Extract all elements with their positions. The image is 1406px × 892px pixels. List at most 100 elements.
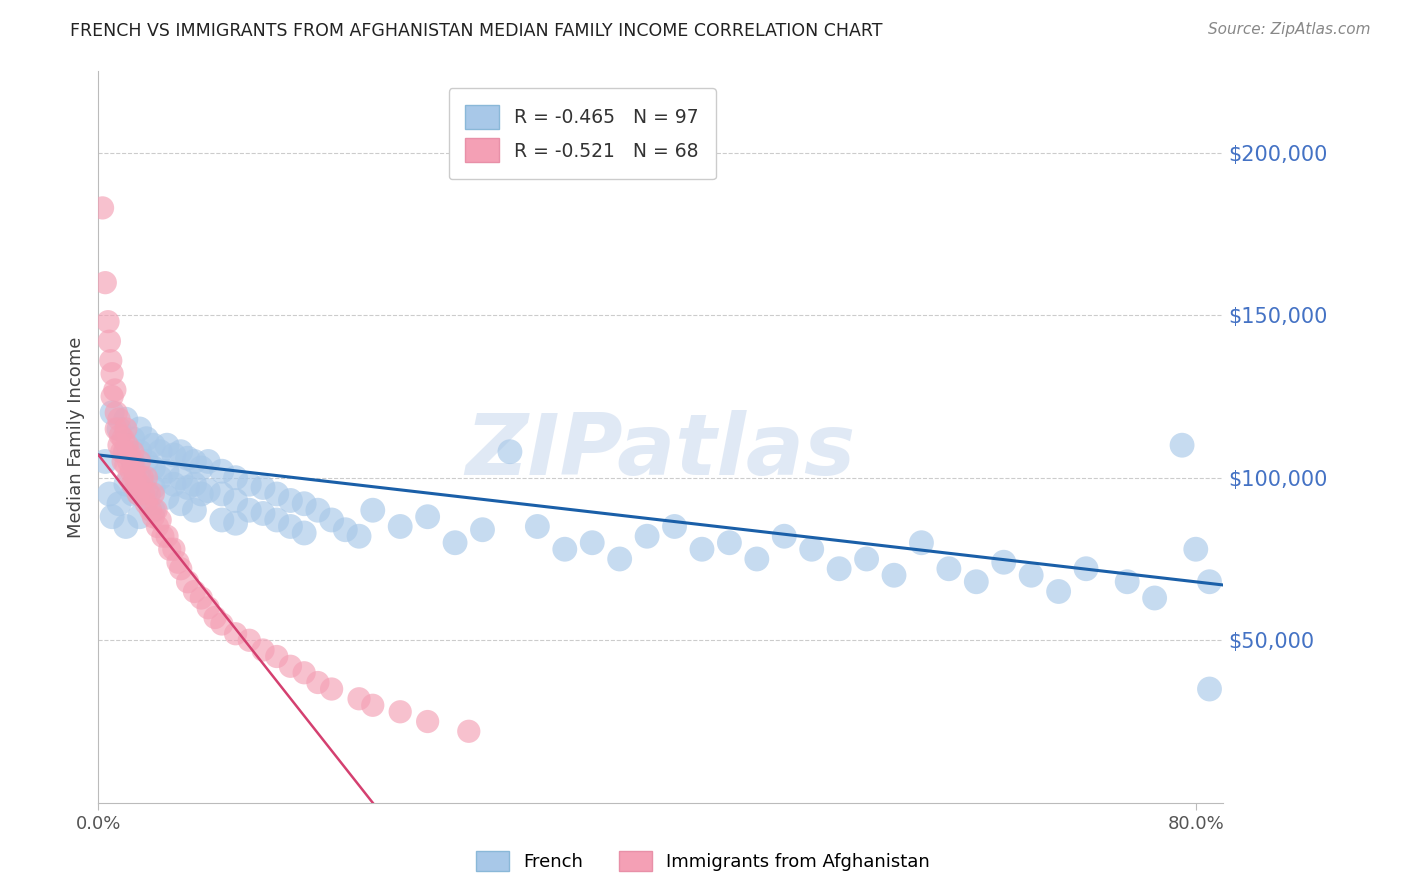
Point bbox=[156, 438, 179, 452]
Point bbox=[347, 529, 370, 543]
Point bbox=[321, 681, 343, 696]
Point bbox=[965, 574, 987, 589]
Point bbox=[252, 480, 274, 494]
Point bbox=[690, 542, 713, 557]
Point bbox=[321, 513, 343, 527]
Point bbox=[142, 503, 165, 517]
Point bbox=[163, 542, 186, 557]
Point bbox=[197, 483, 219, 498]
Point bbox=[139, 503, 162, 517]
Point bbox=[170, 471, 193, 485]
Point bbox=[98, 334, 121, 348]
Point bbox=[664, 519, 686, 533]
Point bbox=[1171, 438, 1194, 452]
Point bbox=[142, 438, 165, 452]
Point bbox=[128, 444, 150, 458]
Point bbox=[183, 584, 205, 599]
Point bbox=[993, 555, 1015, 569]
Point bbox=[128, 422, 150, 436]
Point bbox=[135, 454, 157, 468]
Point bbox=[190, 461, 212, 475]
Point bbox=[111, 444, 134, 458]
Point bbox=[121, 454, 143, 468]
Point bbox=[91, 201, 114, 215]
Point bbox=[170, 444, 193, 458]
Point bbox=[1019, 568, 1042, 582]
Point bbox=[121, 432, 143, 446]
Point bbox=[1074, 562, 1097, 576]
Point bbox=[124, 471, 146, 485]
Point bbox=[115, 422, 138, 436]
Point bbox=[176, 480, 198, 494]
Point bbox=[266, 487, 288, 501]
Point bbox=[190, 487, 212, 501]
Point bbox=[149, 513, 172, 527]
Point bbox=[135, 483, 157, 498]
Point bbox=[152, 529, 174, 543]
Point bbox=[457, 724, 479, 739]
Point bbox=[266, 513, 288, 527]
Point bbox=[142, 461, 165, 475]
Point bbox=[204, 610, 226, 624]
Point bbox=[416, 714, 439, 729]
Point bbox=[115, 519, 138, 533]
Point bbox=[145, 503, 167, 517]
Point bbox=[335, 523, 357, 537]
Point bbox=[167, 555, 190, 569]
Point bbox=[361, 698, 384, 713]
Point bbox=[910, 535, 932, 549]
Point bbox=[225, 516, 247, 531]
Point bbox=[105, 422, 128, 436]
Point bbox=[115, 412, 138, 426]
Point bbox=[108, 412, 131, 426]
Point bbox=[225, 471, 247, 485]
Point bbox=[149, 471, 172, 485]
Point bbox=[156, 464, 179, 478]
Point bbox=[114, 444, 136, 458]
Point bbox=[142, 509, 165, 524]
Point bbox=[159, 542, 181, 557]
Point bbox=[225, 493, 247, 508]
Point bbox=[266, 649, 288, 664]
Point bbox=[211, 617, 233, 632]
Point bbox=[105, 406, 128, 420]
Point bbox=[120, 464, 142, 478]
Point bbox=[307, 675, 329, 690]
Point bbox=[252, 507, 274, 521]
Point bbox=[156, 490, 179, 504]
Point bbox=[94, 276, 117, 290]
Point bbox=[1198, 681, 1220, 696]
Point bbox=[1116, 574, 1139, 589]
Point bbox=[800, 542, 823, 557]
Point bbox=[132, 487, 155, 501]
Point bbox=[108, 422, 131, 436]
Point bbox=[176, 451, 198, 466]
Point bbox=[745, 552, 768, 566]
Point bbox=[883, 568, 905, 582]
Point bbox=[127, 487, 149, 501]
Point bbox=[1143, 591, 1166, 605]
Point bbox=[1047, 584, 1070, 599]
Point bbox=[471, 523, 494, 537]
Point bbox=[389, 705, 412, 719]
Point bbox=[112, 432, 135, 446]
Text: ZIPatlas: ZIPatlas bbox=[465, 410, 856, 493]
Point bbox=[101, 406, 124, 420]
Point bbox=[104, 383, 127, 397]
Point bbox=[238, 503, 260, 517]
Point bbox=[718, 535, 741, 549]
Point bbox=[307, 503, 329, 517]
Point bbox=[292, 526, 315, 541]
Point bbox=[94, 454, 117, 468]
Point bbox=[238, 633, 260, 648]
Point bbox=[110, 428, 132, 442]
Point bbox=[197, 600, 219, 615]
Point bbox=[828, 562, 851, 576]
Point bbox=[170, 562, 193, 576]
Point bbox=[142, 487, 165, 501]
Point bbox=[115, 438, 138, 452]
Point bbox=[773, 529, 796, 543]
Point bbox=[115, 458, 138, 472]
Point bbox=[347, 691, 370, 706]
Point bbox=[128, 471, 150, 485]
